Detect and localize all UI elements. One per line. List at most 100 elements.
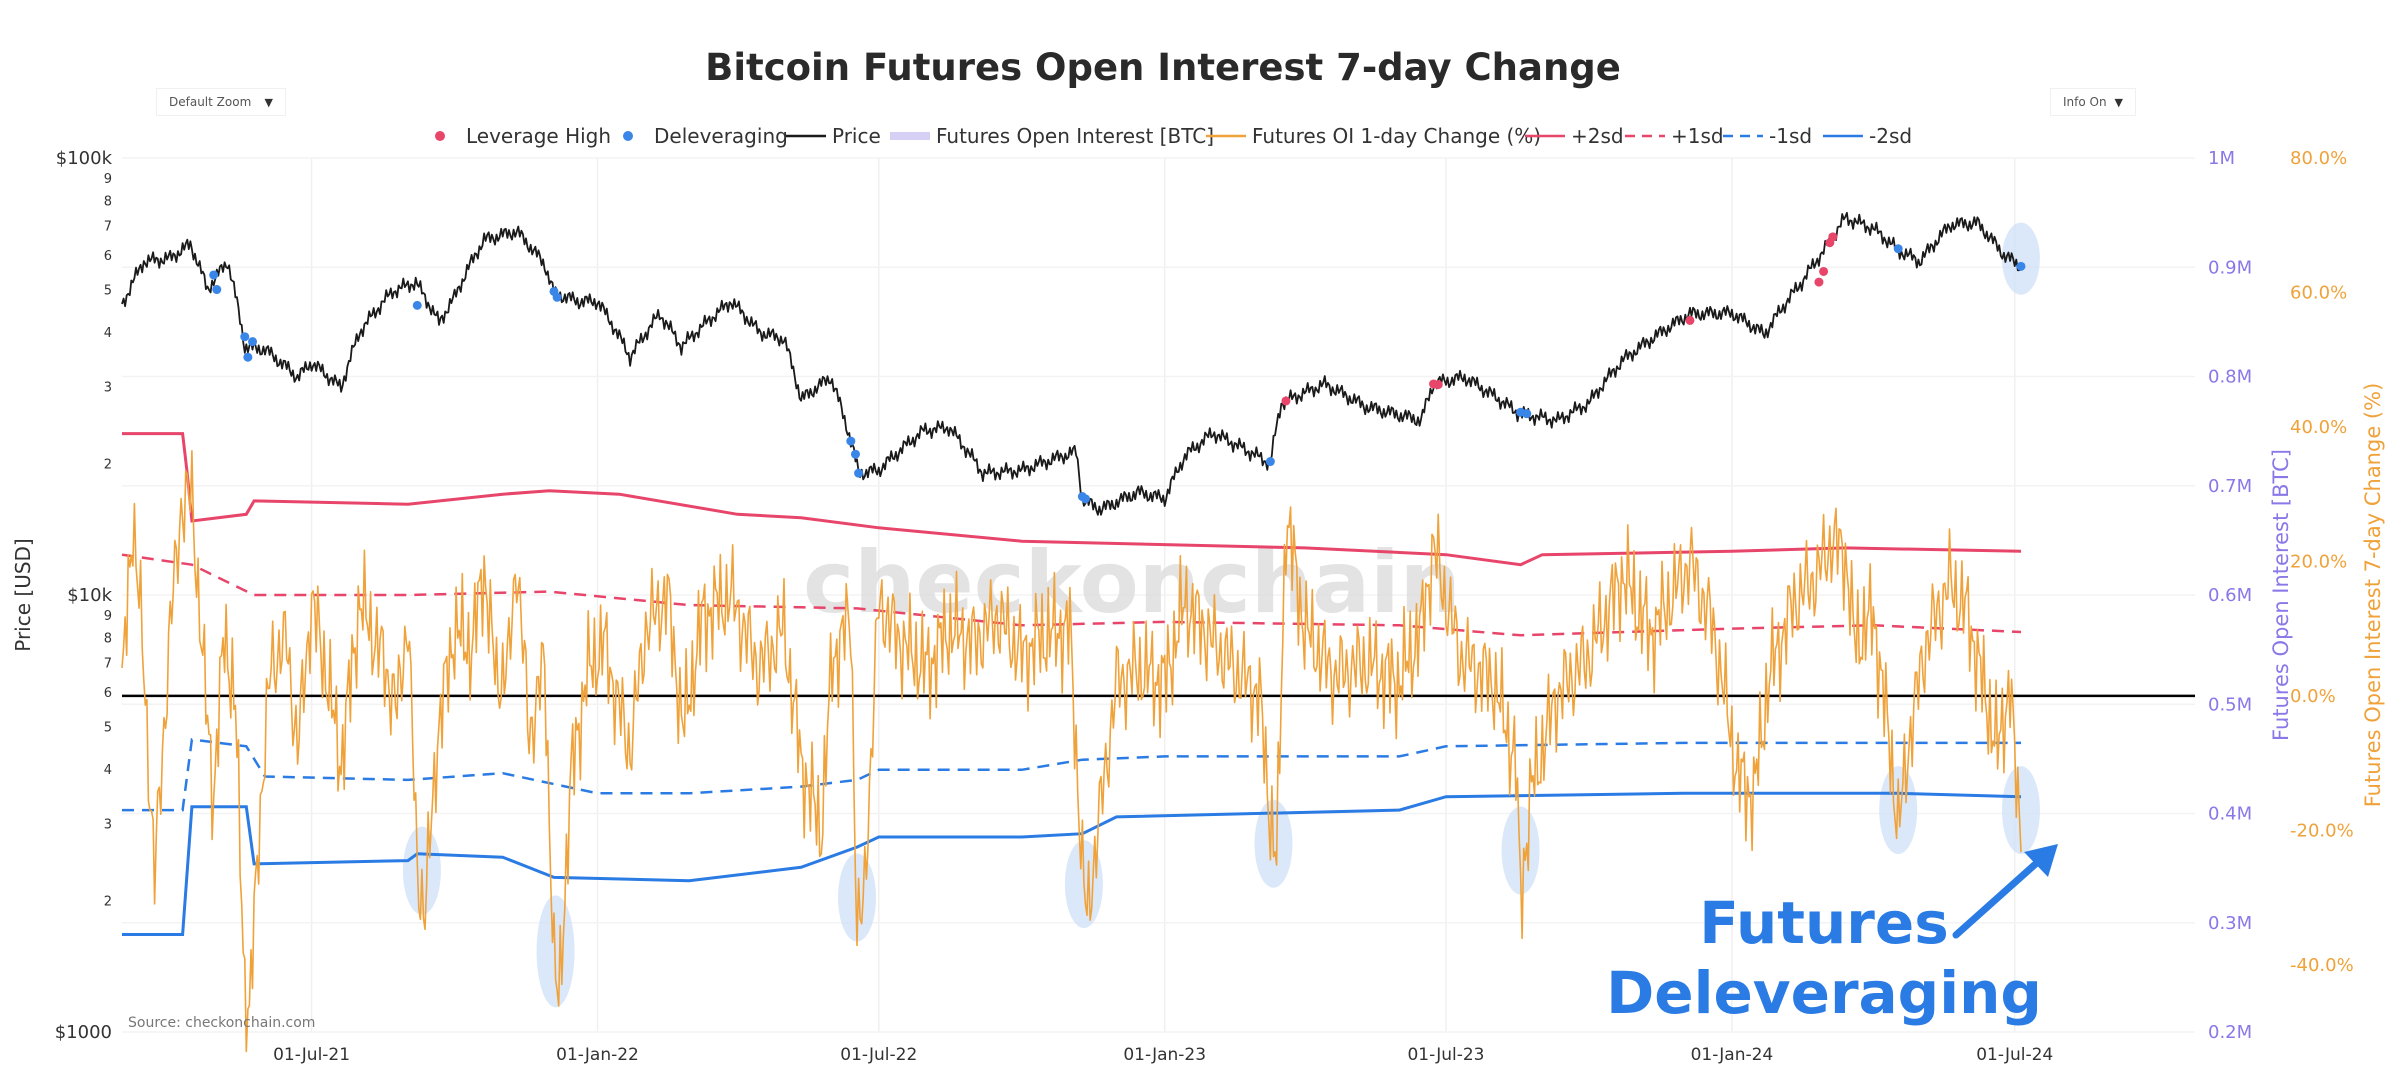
leverage-high-marker [1828, 232, 1838, 242]
minus2sd-line [122, 791, 2022, 936]
highlight-ellipse [2001, 222, 2040, 295]
legend: Leverage High Deleveraging Price Futures Op… [435, 124, 1912, 148]
legend-label: Price [832, 124, 881, 148]
y-right2-tick: 80.0% [2290, 148, 2347, 169]
y-left-minor-tick: 4 [104, 326, 112, 341]
zoom-dropdown-label: Default Zoom [169, 95, 252, 109]
deleveraging-marker [209, 270, 219, 280]
deleveraging-marker [212, 285, 222, 295]
source-label: Source: checkonchain.com [128, 1015, 315, 1031]
y-right1-tick: 1M [2208, 148, 2235, 169]
price-line [121, 211, 2022, 516]
y-left-major-tick: $1000 [55, 1022, 112, 1043]
legend-item: Deleveraging [623, 124, 788, 148]
y-right2-tick: 60.0% [2290, 282, 2347, 303]
legend-label: Futures Open Interest [BTC] [936, 124, 1214, 148]
legend-label: Deleveraging [654, 124, 788, 148]
legend-label: -1sd [1769, 124, 1812, 148]
y-right1-tick: 0.5M [2208, 694, 2252, 715]
leverage-high-marker [1814, 277, 1824, 287]
y-left-minor-tick: 9 [104, 609, 112, 624]
oi-change-line [121, 450, 2022, 1053]
leverage-high-marker [1819, 266, 1829, 276]
deleveraging-marker [248, 337, 258, 347]
zoom-dropdown[interactable]: Default Zoom ▼ [156, 88, 286, 116]
legend-label: -2sd [1869, 124, 1912, 148]
y-left-major-tick: $10k [67, 585, 112, 606]
x-tick-label: 01-Jan-22 [556, 1045, 639, 1065]
y-left-minor-tick: 7 [104, 657, 112, 672]
legend-item: +2sd [1525, 124, 1624, 148]
y-right1-tick: 0.4M [2208, 804, 2252, 825]
deleveraging-marker [1265, 457, 1275, 467]
y-right1-tick: 0.2M [2208, 1022, 2252, 1043]
deleveraging-marker [850, 449, 860, 459]
y-left-minor-tick: 2 [104, 894, 112, 909]
y-right2-tick: 0.0% [2290, 686, 2336, 707]
y-left-minor-tick: 9 [104, 172, 112, 187]
x-tick-label: 01-Jul-21 [273, 1045, 350, 1065]
y-left-minor-tick: 8 [104, 631, 112, 646]
legend-label: +1sd [1671, 124, 1724, 148]
legend-item: Leverage High [435, 124, 611, 148]
watermark: checkonchain [803, 533, 1461, 633]
y-left-minor-tick: 3 [104, 817, 112, 832]
leverage-high-marker [1281, 396, 1291, 406]
deleveraging-marker [240, 332, 250, 342]
chart-title: Bitcoin Futures Open Interest 7-day Chan… [705, 46, 1621, 89]
deleveraging-marker [1522, 409, 1532, 419]
y-left-minor-tick: 2 [104, 457, 112, 472]
oi-change-layer [121, 450, 2022, 1053]
y-left-minor-tick: 7 [104, 220, 112, 235]
y-left-minor-tick: 8 [104, 194, 112, 209]
highlight-ellipse [2001, 766, 2040, 855]
legend-item: Futures OI 1-day Change (%) [1206, 124, 1541, 148]
y-right2-tick: 40.0% [2290, 417, 2347, 438]
y-right1-tick: 0.6M [2208, 585, 2252, 606]
deleveraging-marker [846, 436, 856, 446]
x-tick-label: 01-Jul-22 [840, 1045, 917, 1065]
y-left-minor-tick: 4 [104, 763, 112, 778]
axes: 01-Jul-21 01-Jan-22 01-Jul-22 01-Jan-23 01-J… [11, 148, 2385, 1065]
y-left-minor-tick: 3 [104, 380, 112, 395]
y-right2-tick: -40.0% [2290, 955, 2354, 976]
y-left-minor-tick: 5 [104, 721, 112, 736]
leverage-high-marker [1433, 380, 1443, 390]
chevron-down-icon: ▼ [264, 95, 273, 109]
grid [122, 157, 2195, 1033]
x-tick-label: 01-Jan-24 [1691, 1045, 1774, 1065]
y-left-minor-tick: 6 [104, 249, 112, 264]
annotation-arrow-shaft [1952, 856, 2044, 939]
legend-label: Futures OI 1-day Change (%) [1252, 124, 1541, 148]
info-dropdown[interactable]: Info On ▼ [2050, 88, 2136, 116]
y-right2-tick: 20.0% [2290, 551, 2347, 572]
highlight-ellipse [1879, 766, 1918, 855]
annotation-arrowhead [2024, 844, 2058, 877]
y-left-major-tick: $100k [56, 148, 113, 169]
plus2sd-line [122, 432, 2022, 567]
y-right1-tick: 0.9M [2208, 257, 2252, 278]
x-tick-label: 01-Jul-24 [1976, 1045, 2053, 1065]
signal-markers [209, 232, 2026, 504]
legend-label: +2sd [1571, 124, 1624, 148]
legend-dot-icon [435, 131, 445, 141]
annotation-line-1: Futures [1699, 889, 1949, 957]
legend-dot-icon [623, 131, 633, 141]
y-right1-tick: 0.3M [2208, 913, 2252, 934]
leverage-high-marker [1685, 315, 1695, 325]
y-right2-tick: -20.0% [2290, 820, 2354, 841]
legend-item: -1sd [1723, 124, 1812, 148]
deleveraging-marker [1080, 494, 1090, 504]
y-right2-axis-title: Futures Open Interest 7-day Change (%) [2361, 383, 2385, 808]
highlight-ellipse [1501, 806, 1540, 895]
deleveraging-marker [854, 468, 864, 478]
price-layer [121, 211, 2022, 516]
deleveraging-marker [243, 352, 253, 362]
info-dropdown-label: Info On [2063, 95, 2107, 109]
chevron-down-icon: ▼ [2114, 95, 2123, 109]
y-right1-tick: 0.7M [2208, 476, 2252, 497]
annotation: Futures Deleveraging [1606, 844, 2058, 1027]
annotation-line-2: Deleveraging [1606, 959, 2042, 1027]
deleveraging-marker [2016, 261, 2026, 271]
